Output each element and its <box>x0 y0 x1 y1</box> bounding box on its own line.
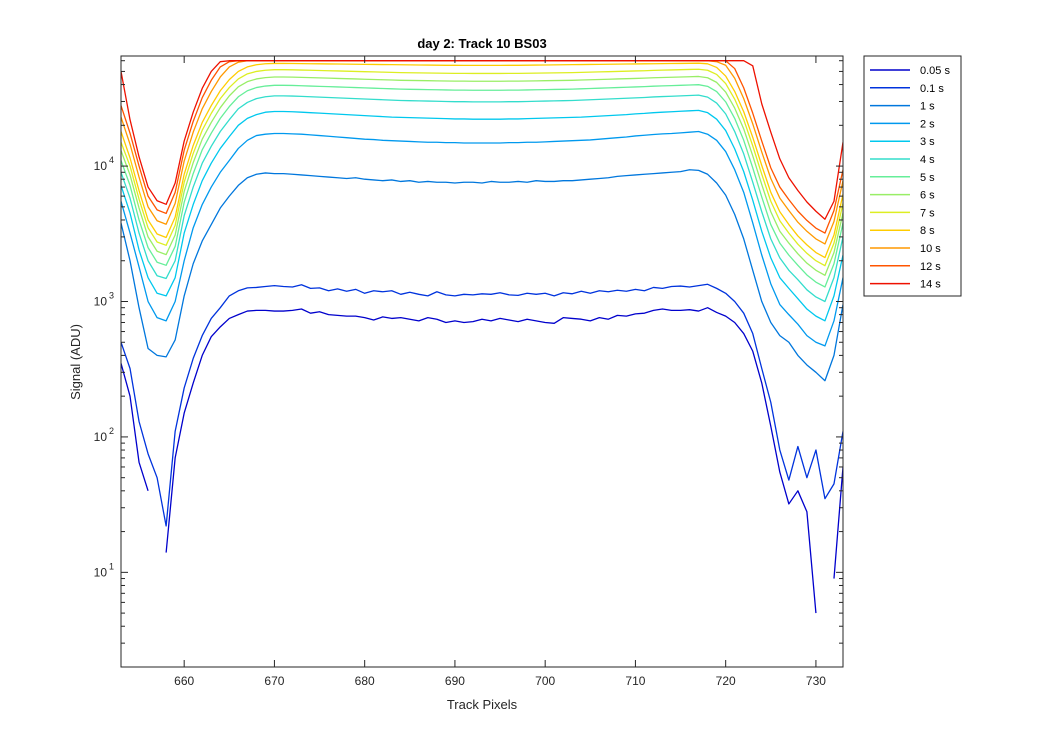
x-tick-label: 670 <box>264 674 284 688</box>
y-tick-label: 10 <box>94 430 108 444</box>
legend-label: 7 s <box>920 207 935 219</box>
series-line-1 <box>121 283 843 527</box>
x-tick-label: 700 <box>535 674 555 688</box>
x-tick-label: 730 <box>806 674 826 688</box>
y-axis-label: Signal (ADU) <box>68 324 83 400</box>
y-tick-exponent: 2 <box>109 426 114 436</box>
series-line-4 <box>121 109 843 322</box>
series-line-3 <box>121 130 843 347</box>
chart-title: day 2: Track 10 BS03 <box>417 36 546 51</box>
x-tick-label: 720 <box>716 674 736 688</box>
y-tick-exponent: 1 <box>109 561 114 571</box>
y-tick-exponent: 3 <box>109 291 114 301</box>
legend-label: 4 s <box>920 154 935 166</box>
legend-label: 14 s <box>920 279 941 291</box>
series-line-2 <box>121 169 843 382</box>
series-line-8 <box>121 68 843 267</box>
series-line-0 <box>121 307 843 614</box>
x-tick-label: 690 <box>445 674 465 688</box>
legend-label: 8 s <box>920 225 935 237</box>
legend-label: 3 s <box>920 136 935 148</box>
y-tick-label: 10 <box>94 159 108 173</box>
x-axis-label: Track Pixels <box>447 697 518 712</box>
plot-area <box>121 56 843 667</box>
series-line-6 <box>121 84 843 288</box>
legend-label: 0.1 s <box>920 83 944 95</box>
legend: 0.05 s 0.1 s 1 s 2 s 3 s 4 s 5 s 6 s 7 s 8 s 10 s 1… <box>863 55 962 297</box>
legend-label: 12 s <box>920 261 941 273</box>
series-line-9 <box>121 62 843 259</box>
y-tick-label: 10 <box>94 565 108 579</box>
legend-label: 2 s <box>920 118 935 130</box>
y-tick-exponent: 4 <box>109 155 114 165</box>
legend-label: 6 s <box>920 190 935 202</box>
x-tick-label: 710 <box>625 674 645 688</box>
series-line-12 <box>121 60 843 220</box>
legend-box <box>863 55 962 297</box>
series-line-7 <box>121 75 843 276</box>
legend-label: 5 s <box>920 172 935 184</box>
legend-label: 10 s <box>920 243 941 255</box>
y-tick-label: 10 <box>94 295 108 309</box>
x-axis: 660 670 680 690 700 710 720 730 <box>174 56 826 688</box>
plot-frame <box>120 55 844 668</box>
x-tick-label: 660 <box>174 674 194 688</box>
legend-label: 1 s <box>920 101 935 113</box>
series-line-5 <box>121 94 843 303</box>
x-tick-label: 680 <box>355 674 375 688</box>
legend-label: 0.05 s <box>920 65 950 77</box>
series-group <box>121 60 843 614</box>
